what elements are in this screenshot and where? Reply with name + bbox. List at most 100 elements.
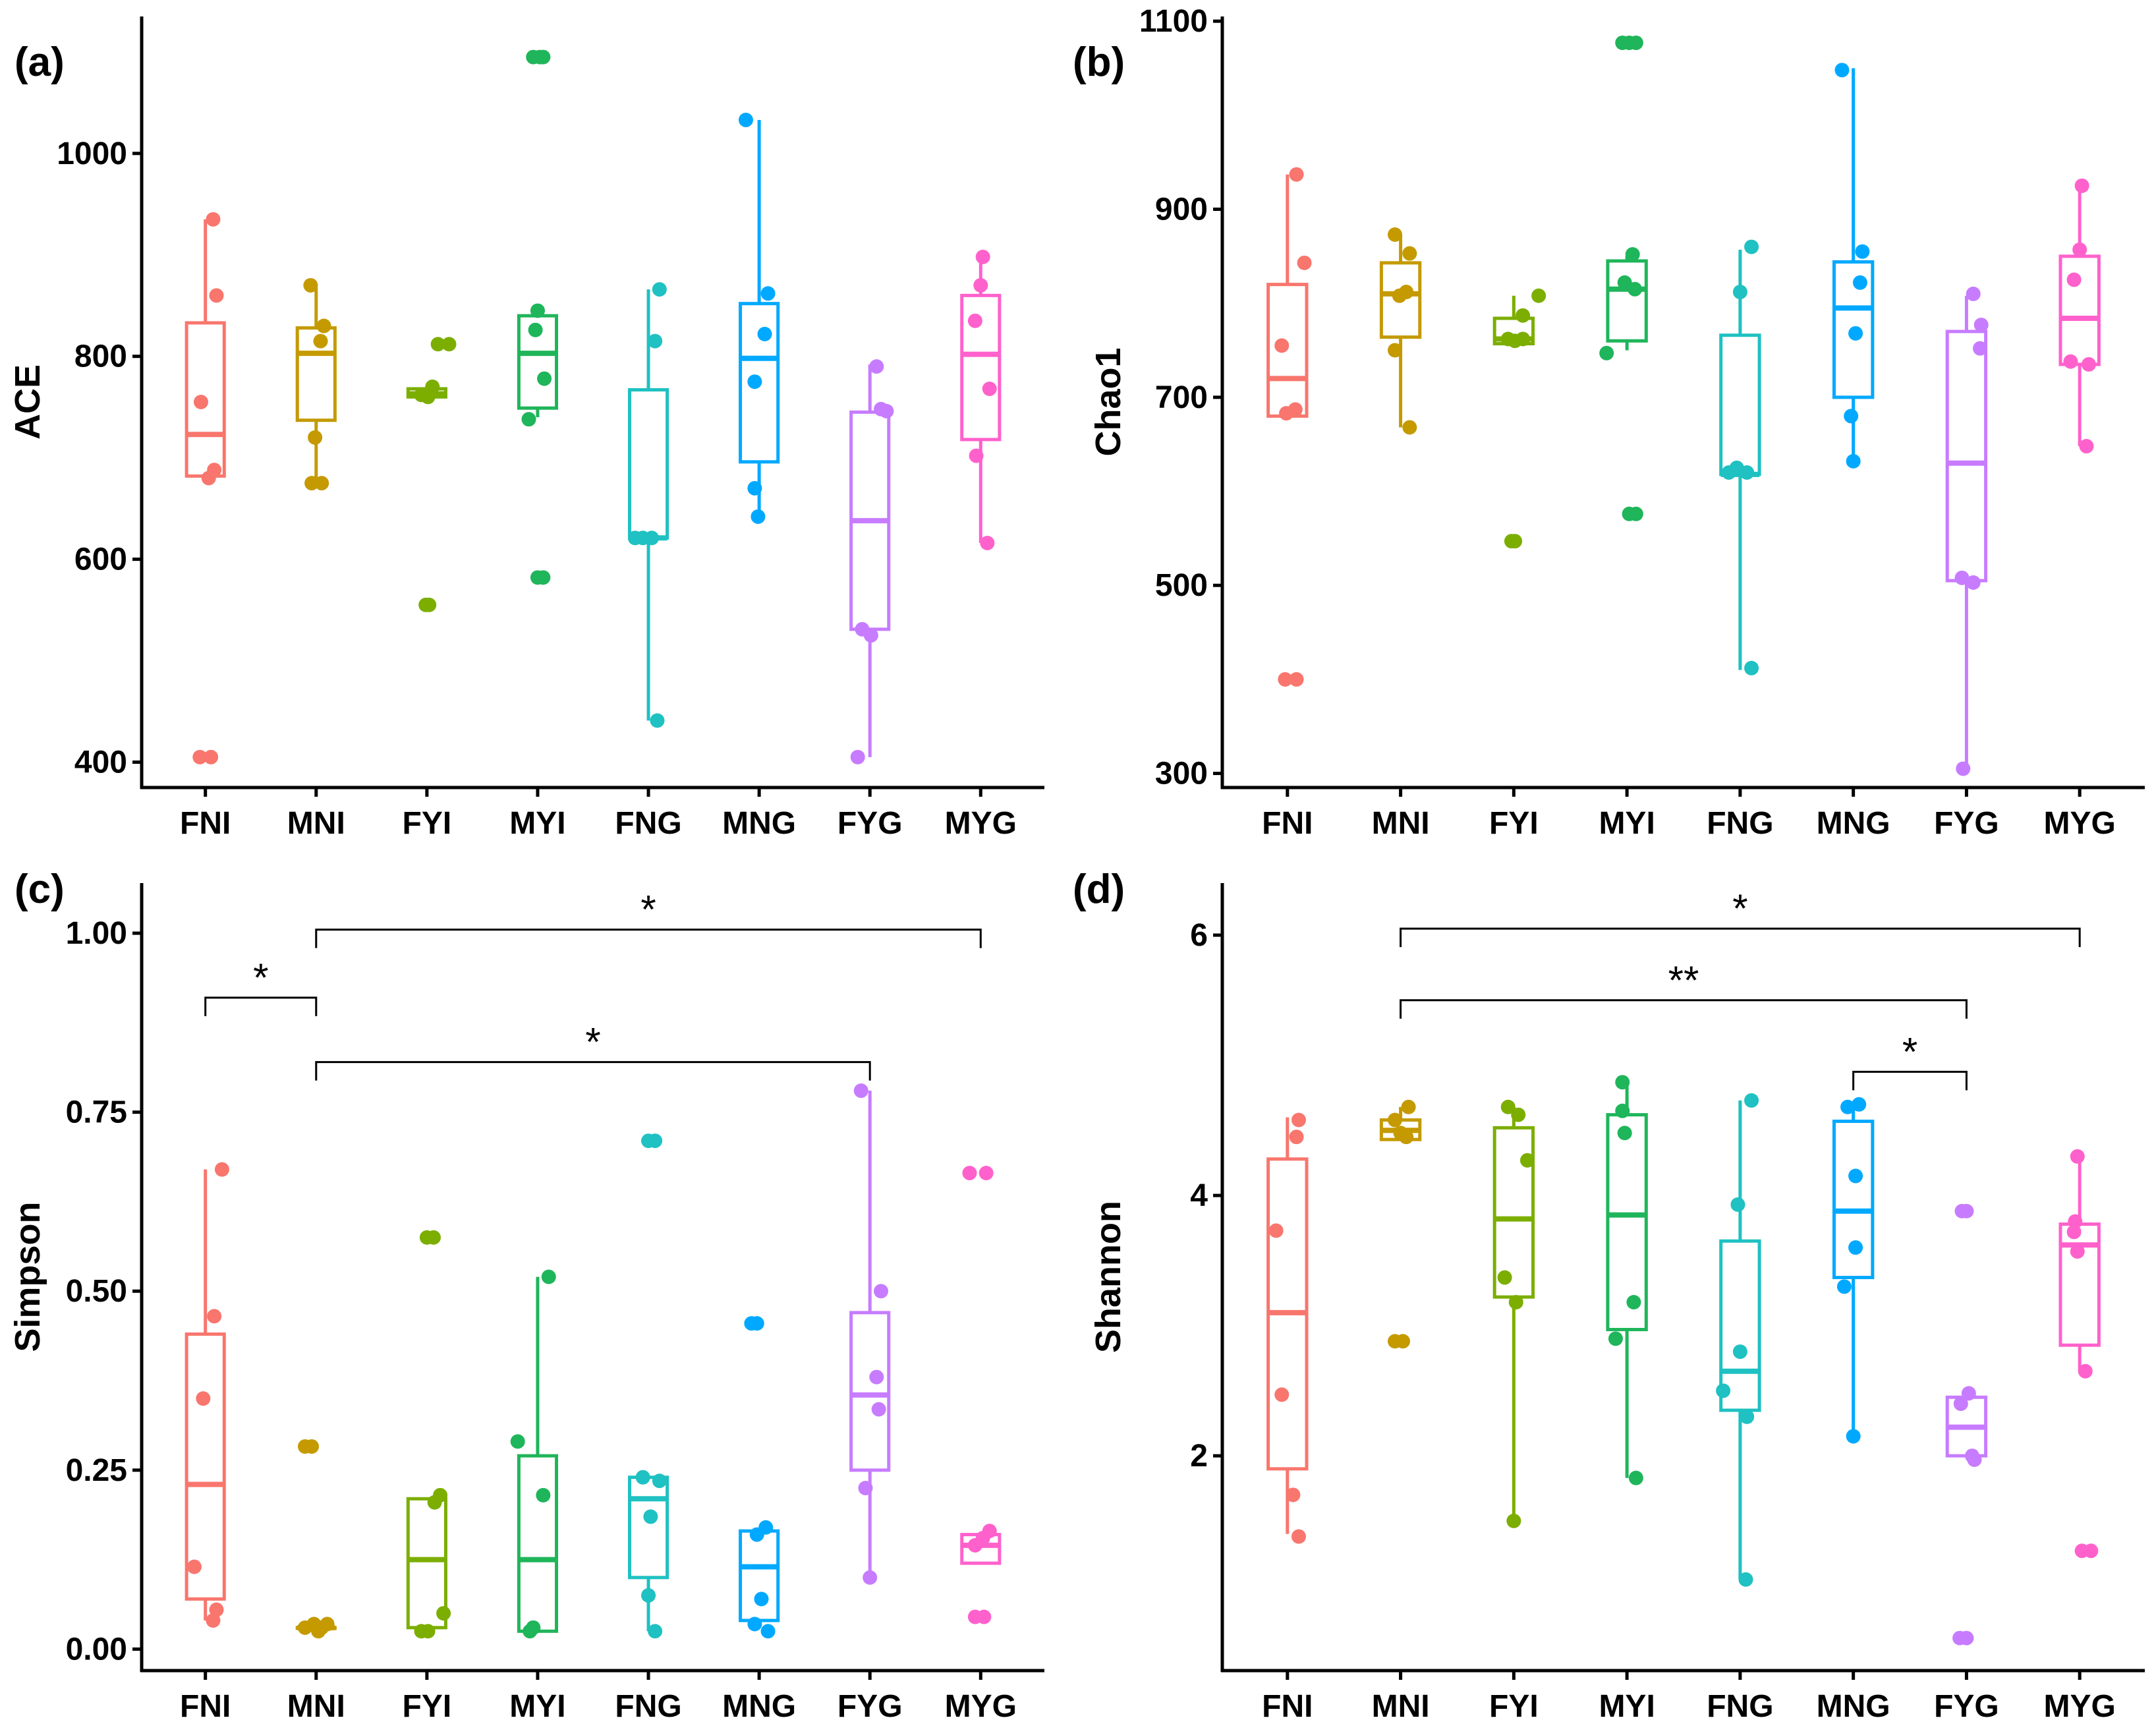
data-point-myi: [1628, 281, 1643, 297]
data-point-fni: [1291, 1529, 1306, 1544]
box-mng: [739, 120, 780, 518]
data-point-fyg: [1973, 341, 1988, 356]
bracket-line: [204, 996, 318, 1016]
x-tick-label-fni: FNI: [1262, 806, 1313, 841]
data-point-fyg: [1966, 575, 1981, 590]
box-mng: [1832, 68, 1875, 463]
data-point-myg: [2078, 1363, 2093, 1379]
data-point-myg: [973, 277, 988, 293]
data-point-myg: [2081, 357, 2096, 372]
box-fng: [627, 289, 669, 721]
x-tick-label-myg: MYG: [945, 806, 1017, 841]
data-point-myi: [1628, 1470, 1643, 1485]
box-fyg: [849, 1091, 891, 1578]
data-point-fyi: [1516, 331, 1531, 347]
data-point-fyi: [1497, 1270, 1512, 1285]
y-axis-title: Shannon: [1089, 1201, 1128, 1353]
data-point-mni: [1388, 343, 1402, 358]
x-tick-label-fyg: FYG: [1934, 806, 1999, 841]
y-tick-label: 500: [1155, 568, 1208, 603]
data-point-mng: [747, 374, 762, 389]
panel-a-ace: (a) 400 600 800 1000 ACE FNI MNI FYI MYI FNG MNG FYG…: [8, 16, 1044, 841]
data-point-fyg: [871, 1402, 886, 1417]
data-point-fyi: [420, 1624, 436, 1639]
significance-label: **: [1668, 958, 1699, 1002]
data-point-mng: [1848, 1168, 1863, 1184]
x-tick-label-fni: FNI: [180, 1689, 231, 1722]
data-point-mni: [1402, 420, 1417, 435]
data-point-mni: [303, 277, 318, 293]
data-point-fyi: [1506, 1513, 1521, 1528]
data-point-fni: [196, 1391, 211, 1406]
data-point-fng: [1740, 1409, 1755, 1424]
data-point-fyg: [1956, 761, 1971, 776]
data-point-fyi: [433, 1487, 448, 1503]
data-point-mng: [760, 286, 776, 301]
x-tick-label-myi: MYI: [1599, 1689, 1655, 1722]
data-point-fni: [192, 749, 208, 764]
x-tick-label-mni: MNI: [1372, 806, 1430, 841]
data-point-fng: [1744, 1093, 1759, 1108]
data-point-fyi: [1519, 1153, 1535, 1168]
data-point-fni: [1297, 255, 1312, 270]
data-point-fni: [1268, 1223, 1284, 1238]
data-point-myi: [528, 322, 543, 337]
data-point-fni: [207, 463, 222, 478]
data-point-myi: [1628, 506, 1643, 521]
data-point-fng: [1738, 1572, 1753, 1587]
data-point-fyg: [1967, 1452, 1982, 1468]
panel-label: (a): [14, 40, 65, 85]
panel-label: (c): [14, 867, 65, 912]
x-tick-label-myg: MYG: [2044, 806, 2116, 841]
y-tick-label: 900: [1155, 192, 1208, 227]
x-tick-label-mni: MNI: [1372, 1689, 1430, 1722]
box-iqr: [1719, 1239, 1761, 1412]
data-point-mng: [751, 509, 766, 524]
y-axis-title: Simpson: [8, 1201, 47, 1352]
bracket-line: [1400, 927, 2081, 948]
data-point-fyg: [879, 403, 894, 418]
y-tick-label: 700: [1155, 380, 1208, 415]
data-point-fyi: [1511, 1107, 1526, 1122]
data-point-fng: [635, 1470, 650, 1485]
x-tick-label-fyi: FYI: [1489, 1689, 1539, 1722]
box-myg: [960, 256, 1002, 543]
data-point-fyg: [869, 359, 884, 374]
data-point-myg: [2070, 1149, 2085, 1164]
box-fyg: [849, 364, 891, 757]
data-point-mni: [313, 333, 328, 349]
box-iqr: [1606, 1113, 1648, 1331]
x-tick-label-fyi: FYI: [403, 806, 452, 841]
data-point-fng: [1732, 1344, 1747, 1360]
x-tick-label-myi: MYI: [1599, 806, 1655, 841]
data-point-fng: [1744, 239, 1759, 254]
data-point-fyg: [863, 1570, 878, 1585]
data-point-myg: [2070, 1244, 2085, 1259]
box-iqr: [517, 1454, 559, 1633]
panel-b-chao1: (b) 300 500 700 900 1100 Chao1 FNI MNI FYI MYI FNG M…: [1073, 4, 2145, 841]
data-point-fng: [1732, 285, 1747, 300]
box-myg: [2058, 185, 2101, 447]
y-axis-title: ACE: [8, 364, 47, 440]
data-point-myg: [977, 1609, 992, 1624]
data-point-fyg: [850, 749, 865, 764]
y-tick-label: 300: [1155, 757, 1208, 791]
data-point-myi: [536, 1487, 551, 1503]
data-point-myg: [969, 448, 984, 463]
data-point-fni: [214, 1162, 229, 1177]
data-point-mni: [316, 318, 331, 333]
data-point-myi: [536, 49, 551, 65]
data-point-mng: [1848, 326, 1863, 341]
data-point-myg: [979, 1165, 994, 1180]
data-point-mni: [308, 430, 323, 445]
x-tick-label-fng: FNG: [615, 806, 681, 841]
box-fyi: [1492, 1106, 1535, 1521]
y-tick-label: 1.00: [66, 916, 127, 951]
data-point-mng: [760, 1624, 776, 1639]
x-tick-label-fng: FNG: [615, 1689, 681, 1722]
data-point-mng: [1852, 275, 1867, 290]
data-point-fni: [193, 395, 208, 409]
data-point-myi: [1608, 1331, 1623, 1346]
data-point-mng: [1846, 453, 1861, 469]
